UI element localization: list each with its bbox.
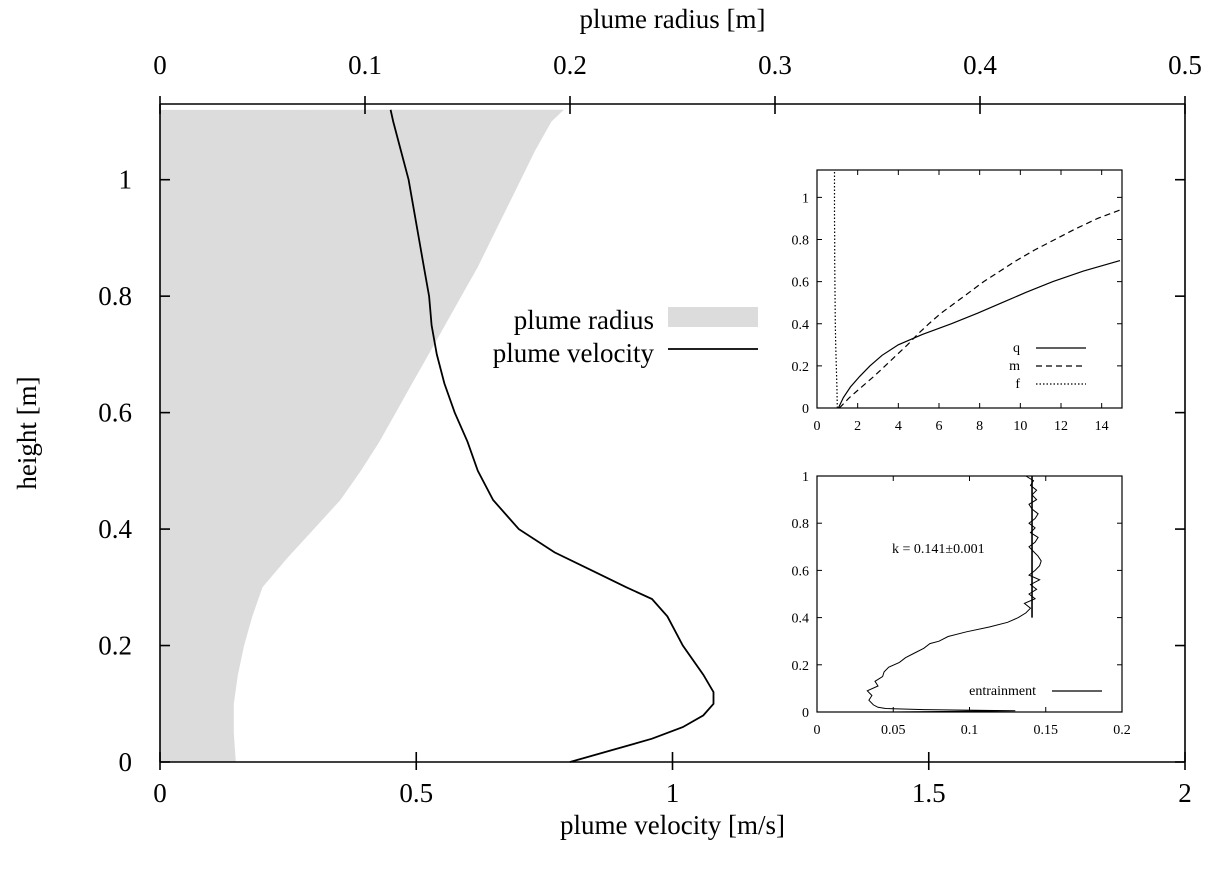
y-axis-label: height [m] (12, 376, 42, 489)
inset-flux-frame (816, 169, 1123, 409)
y-tick-label: 0.8 (98, 281, 132, 311)
y-tick-label: 0.6 (98, 398, 132, 428)
inset-entrainment-line (866, 475, 1042, 713)
inset-entrainment-frame (816, 475, 1123, 713)
inset-entrainment-x-tick-label: 0 (814, 723, 821, 738)
inset-flux-y-tick-label: 0.4 (792, 318, 810, 333)
inset-flux-x-tick-label: 12 (1054, 419, 1068, 434)
inset-entrainment-y-tick-label: 0.8 (792, 517, 810, 532)
inset-flux-line-f (833, 170, 838, 409)
inset-flux-x-tick-label: 14 (1095, 419, 1109, 434)
inset-entrainment-y-tick-label: 1 (802, 470, 809, 485)
inset-flux-y-tick-label: 0.2 (792, 360, 810, 375)
inset-flux-line-m (838, 209, 1121, 409)
inset-flux-x-tick-label: 6 (936, 419, 943, 434)
y-tick-label: 0.4 (98, 514, 132, 544)
inset-flux-line-q (837, 260, 1121, 409)
x-axis-label: plume velocity [m/s] (560, 810, 785, 840)
inset-flux-legend-label-m: m (1009, 359, 1020, 374)
inset-flux-x-tick-label: 0 (814, 419, 821, 434)
x2-tick-label: 0.3 (758, 50, 792, 80)
inset-entrainment-y-tick-label: 0.2 (792, 659, 810, 674)
inset-flux-y-tick-label: 1 (802, 191, 809, 206)
inset-entrainment-x-tick-label: 0.15 (1034, 723, 1059, 738)
inset-flux-y-tick-label: 0.8 (792, 234, 810, 249)
x2-tick-label: 0.5 (1168, 50, 1202, 80)
plume-velocity-line (389, 109, 715, 763)
x-tick-label: 0 (153, 778, 167, 808)
x2-axis-label: plume radius [m] (580, 4, 766, 34)
y-tick-label: 1 (119, 165, 133, 195)
x-tick-label: 1.5 (912, 778, 946, 808)
plume-radius-area (160, 109, 564, 763)
inset-entrainment-legend-label: entrainment (969, 684, 1036, 699)
inset-flux-legend-label-q: q (1013, 341, 1020, 356)
legend-label-plume-velocity: plume velocity (493, 338, 655, 368)
x2-tick-label: 0.1 (348, 50, 382, 80)
legend-label-plume-radius: plume radius (514, 305, 654, 335)
inset-entrainment-annotation: k = 0.141±0.001 (892, 542, 985, 557)
x2-tick-label: 0 (153, 50, 167, 80)
inset-entrainment-x-tick-label: 0.1 (961, 723, 979, 738)
inset-entrainment-y-tick-label: 0.4 (792, 612, 810, 627)
inset-flux-y-tick-label: 0.6 (792, 276, 810, 291)
x2-tick-label: 0.4 (963, 50, 997, 80)
inset-entrainment-y-tick-label: 0.6 (792, 564, 810, 579)
inset-flux-x-tick-label: 2 (854, 419, 861, 434)
inset-flux-y-tick-label: 0 (802, 402, 809, 417)
x-tick-label: 1 (666, 778, 680, 808)
y-tick-label: 0.2 (98, 631, 132, 661)
inset-flux-x-tick-label: 4 (895, 419, 902, 434)
y-tick-label: 0 (119, 747, 133, 777)
x-tick-label: 0.5 (399, 778, 433, 808)
inset-flux-x-tick-label: 10 (1013, 419, 1027, 434)
inset-entrainment-y-tick-label: 0 (802, 706, 809, 721)
inset-flux-legend-label-f: f (1015, 377, 1020, 392)
x2-tick-label: 0.2 (553, 50, 587, 80)
x-tick-label: 2 (1178, 778, 1192, 808)
legend-swatch-plume-radius (668, 307, 758, 327)
inset-entrainment-x-tick-label: 0.05 (881, 723, 906, 738)
inset-entrainment-x-tick-label: 0.2 (1113, 723, 1131, 738)
inset-flux-x-tick-label: 8 (976, 419, 983, 434)
